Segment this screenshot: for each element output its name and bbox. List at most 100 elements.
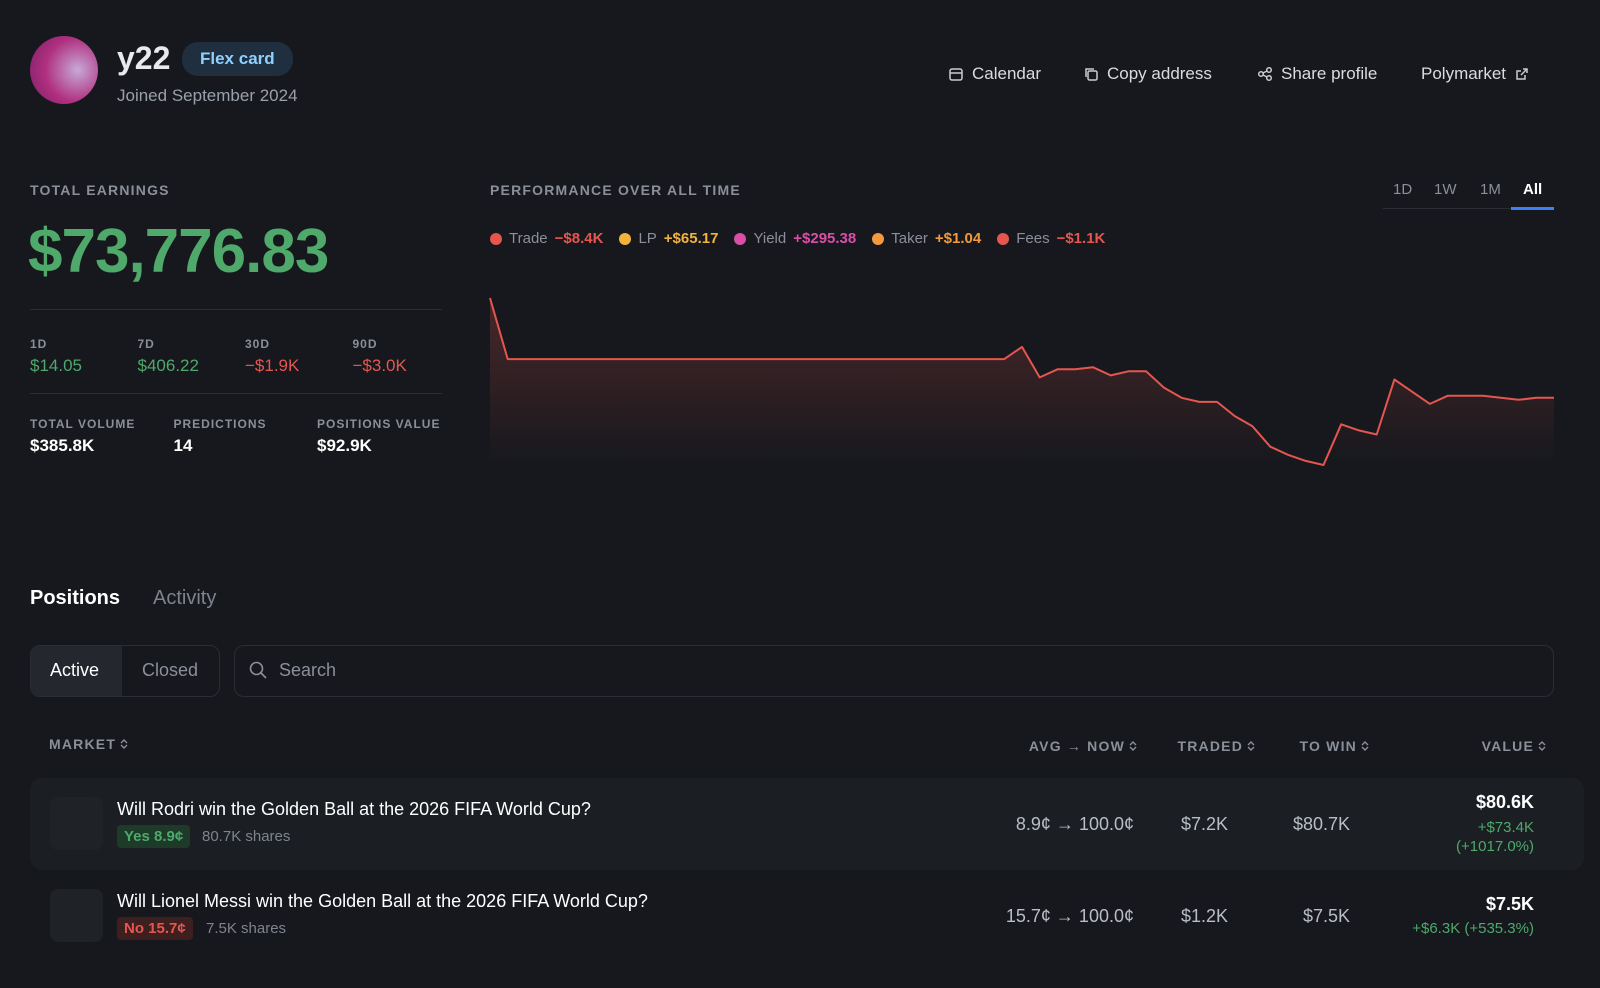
performance-chart bbox=[489, 297, 1554, 466]
traded: $7.2K bbox=[1180, 814, 1228, 834]
range-button[interactable]: All bbox=[1523, 181, 1543, 198]
earnings-value: $73,776.83 bbox=[28, 217, 329, 286]
legend-name: LP bbox=[638, 230, 657, 247]
column-header[interactable]: TO WIN bbox=[1300, 738, 1370, 754]
to-win: $7.5K bbox=[1302, 906, 1350, 926]
legend-name: Yield bbox=[753, 230, 787, 247]
period-value: −$3.0K bbox=[352, 356, 407, 375]
period-label: 7D bbox=[137, 337, 155, 351]
stat-label: PREDICTIONS bbox=[173, 417, 267, 431]
icon bbox=[949, 68, 963, 81]
share-button[interactable]: Share profile bbox=[1257, 64, 1377, 84]
search-placeholder: Search bbox=[279, 660, 337, 680]
calendar-button[interactable]: Calendar bbox=[948, 64, 1041, 84]
column-title: TO WIN bbox=[1299, 738, 1357, 754]
period-label: 1D bbox=[30, 337, 48, 351]
column-header[interactable]: TRADED bbox=[1177, 738, 1255, 754]
legend-item: Fees −$1.1K bbox=[997, 230, 1105, 247]
column-header[interactable]: VALUE bbox=[1482, 738, 1546, 754]
period-value: $406.22 bbox=[137, 356, 199, 375]
to-win: $80.7K bbox=[1292, 814, 1350, 834]
icon bbox=[1516, 68, 1528, 80]
avatar bbox=[30, 36, 98, 104]
range-button[interactable]: 1M bbox=[1480, 181, 1501, 198]
change: +$73.4K bbox=[1477, 819, 1534, 836]
shares: 7.5K shares bbox=[206, 920, 287, 937]
change-pct: (+1017.0%) bbox=[1456, 838, 1534, 855]
copy-button[interactable]: Copy address bbox=[1083, 64, 1212, 84]
sort-icon bbox=[1361, 741, 1369, 751]
legend-name: Trade bbox=[509, 230, 548, 247]
filter-active-bg bbox=[31, 646, 122, 696]
icon bbox=[1085, 68, 1098, 81]
legend-dot bbox=[490, 232, 502, 245]
legend-item: Trade −$8.4K bbox=[490, 230, 603, 247]
legend-dot bbox=[872, 232, 885, 245]
nav-label: Polymarket bbox=[1421, 64, 1507, 83]
column-header[interactable]: MARKET bbox=[49, 736, 128, 752]
legend-value: +$65.17 bbox=[663, 230, 719, 247]
market-image bbox=[50, 797, 103, 850]
market-title: Will Rodri win the Golden Ball at the 20… bbox=[117, 799, 591, 819]
period-label: 90D bbox=[352, 337, 378, 351]
line bbox=[489, 297, 1554, 466]
filter-active[interactable]: Active bbox=[50, 660, 100, 680]
sort-icon bbox=[1538, 741, 1546, 751]
shares: 80.7K shares bbox=[202, 828, 291, 845]
tab-activity[interactable]: Activity bbox=[153, 587, 217, 609]
column-title: VALUE bbox=[1481, 738, 1534, 754]
legend-item: Taker +$1.04 bbox=[872, 230, 981, 247]
position-row[interactable] bbox=[30, 870, 1584, 962]
legend-value: −$1.1K bbox=[1056, 230, 1106, 247]
legend: Trade −$8.4K LP +$65.17 Yield +$295.38 Taker +$… bbox=[490, 230, 1105, 247]
column-header[interactable]: AVG → NOW bbox=[1029, 738, 1137, 754]
filter-group bbox=[30, 645, 220, 697]
outcome-tag: No 15.7¢ bbox=[117, 917, 193, 940]
legend-item: LP +$65.17 bbox=[619, 230, 718, 247]
badge[interactable]: Flex card bbox=[182, 42, 293, 76]
column-title: MARKET bbox=[49, 736, 117, 752]
earnings-label: TOTAL EARNINGS bbox=[30, 182, 170, 198]
avg-now: 8.9¢ → 100.0¢ bbox=[1015, 814, 1134, 834]
position-row[interactable] bbox=[30, 778, 1584, 870]
divider bbox=[30, 309, 442, 310]
legend-name: Fees bbox=[1016, 230, 1050, 247]
legend-dot bbox=[619, 232, 632, 245]
legend-item: Yield +$295.38 bbox=[734, 230, 856, 247]
filter-closed[interactable]: Closed bbox=[142, 660, 199, 680]
joined: Joined September 2024 bbox=[117, 86, 298, 105]
polymarket-link[interactable]: Polymarket bbox=[1421, 64, 1530, 84]
period-value: −$1.9K bbox=[245, 356, 300, 375]
value: $80.6K bbox=[1475, 792, 1534, 812]
nav-label: Share profile bbox=[1281, 64, 1378, 83]
change: +$6.3K (+535.3%) bbox=[1412, 920, 1534, 937]
icon bbox=[1257, 66, 1273, 82]
divider bbox=[30, 393, 442, 394]
stat-value: $92.9K bbox=[317, 436, 372, 455]
outcome-tag: Yes 8.9¢ bbox=[117, 825, 191, 848]
chart-title: PERFORMANCE OVER ALL TIME bbox=[490, 182, 741, 198]
range-button[interactable]: 1D bbox=[1393, 181, 1413, 198]
search-box[interactable] bbox=[234, 645, 1554, 697]
column-title: AVG → NOW bbox=[1028, 738, 1125, 754]
nav-label: Copy address bbox=[1107, 64, 1212, 83]
value: $7.5K bbox=[1485, 894, 1534, 914]
period-label: 30D bbox=[245, 337, 271, 351]
avg-now: 15.7¢ → 100.0¢ bbox=[1005, 906, 1134, 926]
stat-label: TOTAL VOLUME bbox=[30, 417, 136, 431]
legend-dot bbox=[734, 232, 747, 245]
legend-value: +$1.04 bbox=[934, 230, 982, 247]
username: y22 bbox=[117, 40, 171, 76]
sort-icon bbox=[1247, 741, 1255, 751]
period-value: $14.05 bbox=[30, 356, 82, 375]
stat-value: $385.8K bbox=[30, 436, 95, 455]
column-title: TRADED bbox=[1177, 738, 1243, 754]
legend-name: Taker bbox=[891, 230, 928, 247]
market-title: Will Lionel Messi win the Golden Ball at… bbox=[117, 891, 648, 911]
traded: $1.2K bbox=[1180, 906, 1228, 926]
legend-value: −$8.4K bbox=[554, 230, 604, 247]
range-active-indicator bbox=[1511, 207, 1554, 210]
tab-positions[interactable]: Positions bbox=[30, 587, 121, 609]
range-button[interactable]: 1W bbox=[1434, 181, 1457, 198]
